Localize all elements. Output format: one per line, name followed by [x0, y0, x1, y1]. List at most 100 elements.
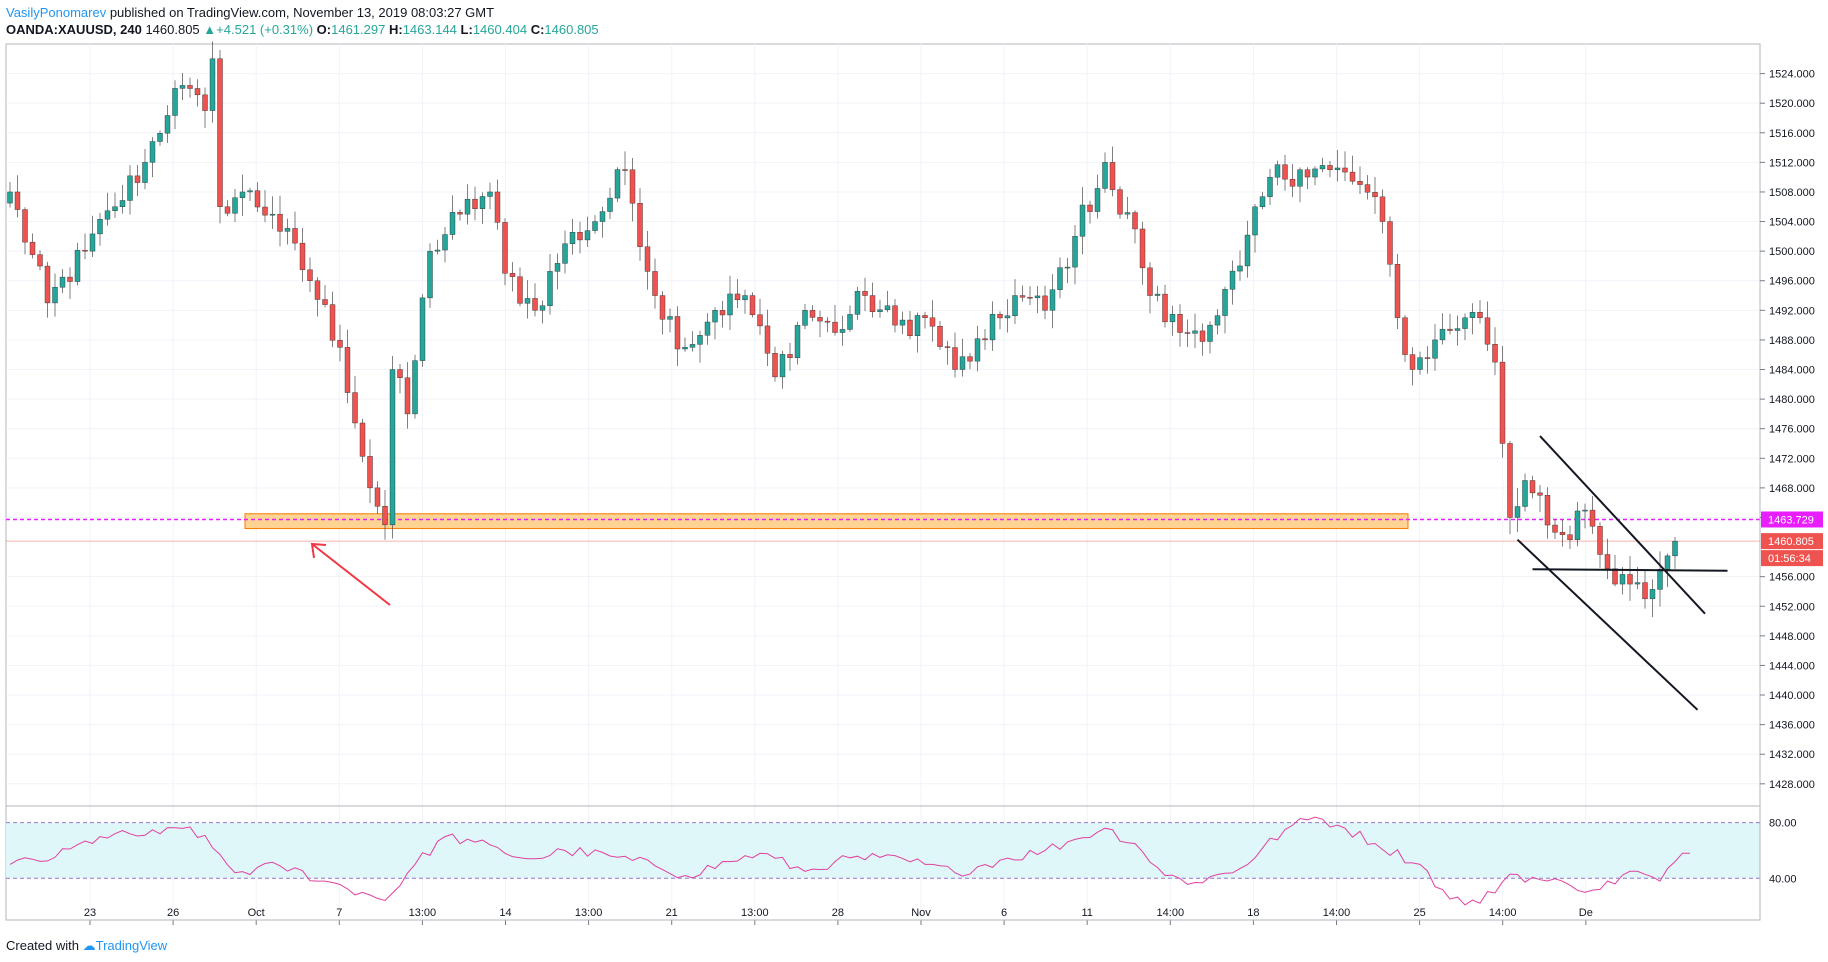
trend-line[interactable] [1539, 435, 1706, 615]
candle-body [1117, 189, 1123, 215]
candle-body [1379, 196, 1386, 222]
candle-body [877, 309, 883, 312]
candle-body [884, 305, 891, 310]
support-zone[interactable] [244, 513, 1409, 530]
candle-body [734, 293, 741, 301]
candle-body [247, 190, 253, 193]
candle-body [1312, 168, 1318, 178]
candle-body [1102, 162, 1108, 189]
candle-body [959, 356, 966, 370]
arrow-annotation[interactable] [310, 542, 391, 606]
candle-body [397, 369, 403, 378]
candle-body [569, 232, 576, 244]
candle-body [322, 299, 328, 305]
candle-body [224, 206, 231, 214]
candle-body [479, 196, 486, 209]
candle-body [794, 325, 801, 359]
author-link[interactable]: VasilyPonomarev [6, 5, 107, 20]
candle-body [1447, 328, 1453, 331]
candle-body [329, 304, 336, 341]
candle-body [1139, 228, 1146, 269]
candle-body [1522, 480, 1528, 507]
candle-body [1192, 330, 1198, 334]
last-price: 1460.805 [145, 22, 200, 37]
candle-body [1372, 192, 1378, 198]
candle-body [832, 321, 838, 333]
close-label: C: [530, 22, 545, 37]
time-axis[interactable]: 23 26 Oct 7 13:00 14 13:00 21 13:00 28 Nov 6 11 14:00… [6, 907, 1760, 925]
rsi-level-label: 40.00 [1769, 873, 1797, 885]
high-label: H: [388, 22, 403, 37]
candle-body [1237, 265, 1243, 272]
candle-body [1004, 315, 1011, 319]
open-value: 1461.297 [331, 22, 386, 37]
price-axis[interactable]: 1524.000 1520.000 1516.000 1512.000 1508.000… [1760, 69, 1815, 886]
candle-body [202, 94, 208, 111]
candle-body [59, 276, 66, 288]
candle-body [682, 347, 688, 350]
footer: Created with ☁TradingView [6, 938, 167, 954]
candle-body [1229, 270, 1236, 290]
candle-body [809, 310, 816, 318]
candle-body [1402, 317, 1408, 355]
candle-body [1439, 328, 1446, 341]
candle-body [172, 88, 178, 116]
y-tick-label: 1500.000 [1769, 246, 1815, 258]
candle-body [1424, 357, 1431, 359]
candle-body [1124, 212, 1131, 215]
candle-body [1334, 167, 1341, 170]
x-tick-label: 11 [1081, 907, 1092, 919]
candle-body [1657, 569, 1663, 590]
candle-body [14, 191, 21, 210]
candle-body [314, 280, 321, 300]
x-tick-label: Nov [911, 907, 931, 919]
high-value: 1463.144 [402, 22, 457, 37]
candle-body [757, 314, 763, 327]
candle-body [1484, 317, 1491, 345]
y-tick-label: 1432.000 [1769, 749, 1815, 761]
candle-body [502, 222, 508, 274]
x-tick-label: 13:00 [409, 907, 437, 919]
candle-body [1034, 295, 1041, 299]
candle-body [719, 310, 726, 316]
price-tag [1761, 533, 1823, 550]
candle-body [434, 249, 441, 252]
candle-body [1057, 267, 1063, 290]
candle-body [374, 487, 381, 507]
candle-body [1259, 196, 1266, 208]
x-tick-label: 25 [1413, 907, 1425, 919]
y-tick-label: 1516.000 [1769, 128, 1815, 140]
candle-body [922, 315, 928, 318]
candle-body [1154, 293, 1161, 296]
candle-body [1567, 534, 1573, 540]
candle-body [1634, 582, 1641, 585]
candle-body [494, 191, 501, 223]
y-tick-label: 1520.000 [1769, 98, 1815, 110]
candle-body [1672, 540, 1678, 557]
x-tick-label: 14:00 [1157, 907, 1185, 919]
low-value: 1460.404 [472, 22, 528, 37]
trend-line[interactable] [1516, 538, 1699, 711]
low-label: L: [460, 22, 473, 37]
candle-body [907, 319, 913, 337]
candle-body [817, 317, 823, 322]
candle-body [1364, 184, 1371, 193]
candle-body [1349, 171, 1356, 182]
candle-body [1597, 526, 1603, 555]
candle-body [157, 133, 163, 142]
candle-body [584, 230, 591, 241]
candle-body [1499, 361, 1506, 444]
candle-body [929, 317, 936, 327]
candle-body [209, 58, 216, 111]
candle-body [412, 360, 418, 415]
tradingview-brand[interactable]: TradingView [95, 938, 168, 953]
y-tick-label: 1492.000 [1769, 305, 1815, 317]
candle-body [7, 191, 13, 204]
trend-line[interactable] [1532, 568, 1728, 572]
rsi-level-label: 80.00 [1769, 818, 1797, 830]
candle-body [149, 141, 156, 163]
candle-body [1222, 289, 1228, 316]
candle-body [749, 295, 756, 315]
candle-body [419, 297, 426, 361]
